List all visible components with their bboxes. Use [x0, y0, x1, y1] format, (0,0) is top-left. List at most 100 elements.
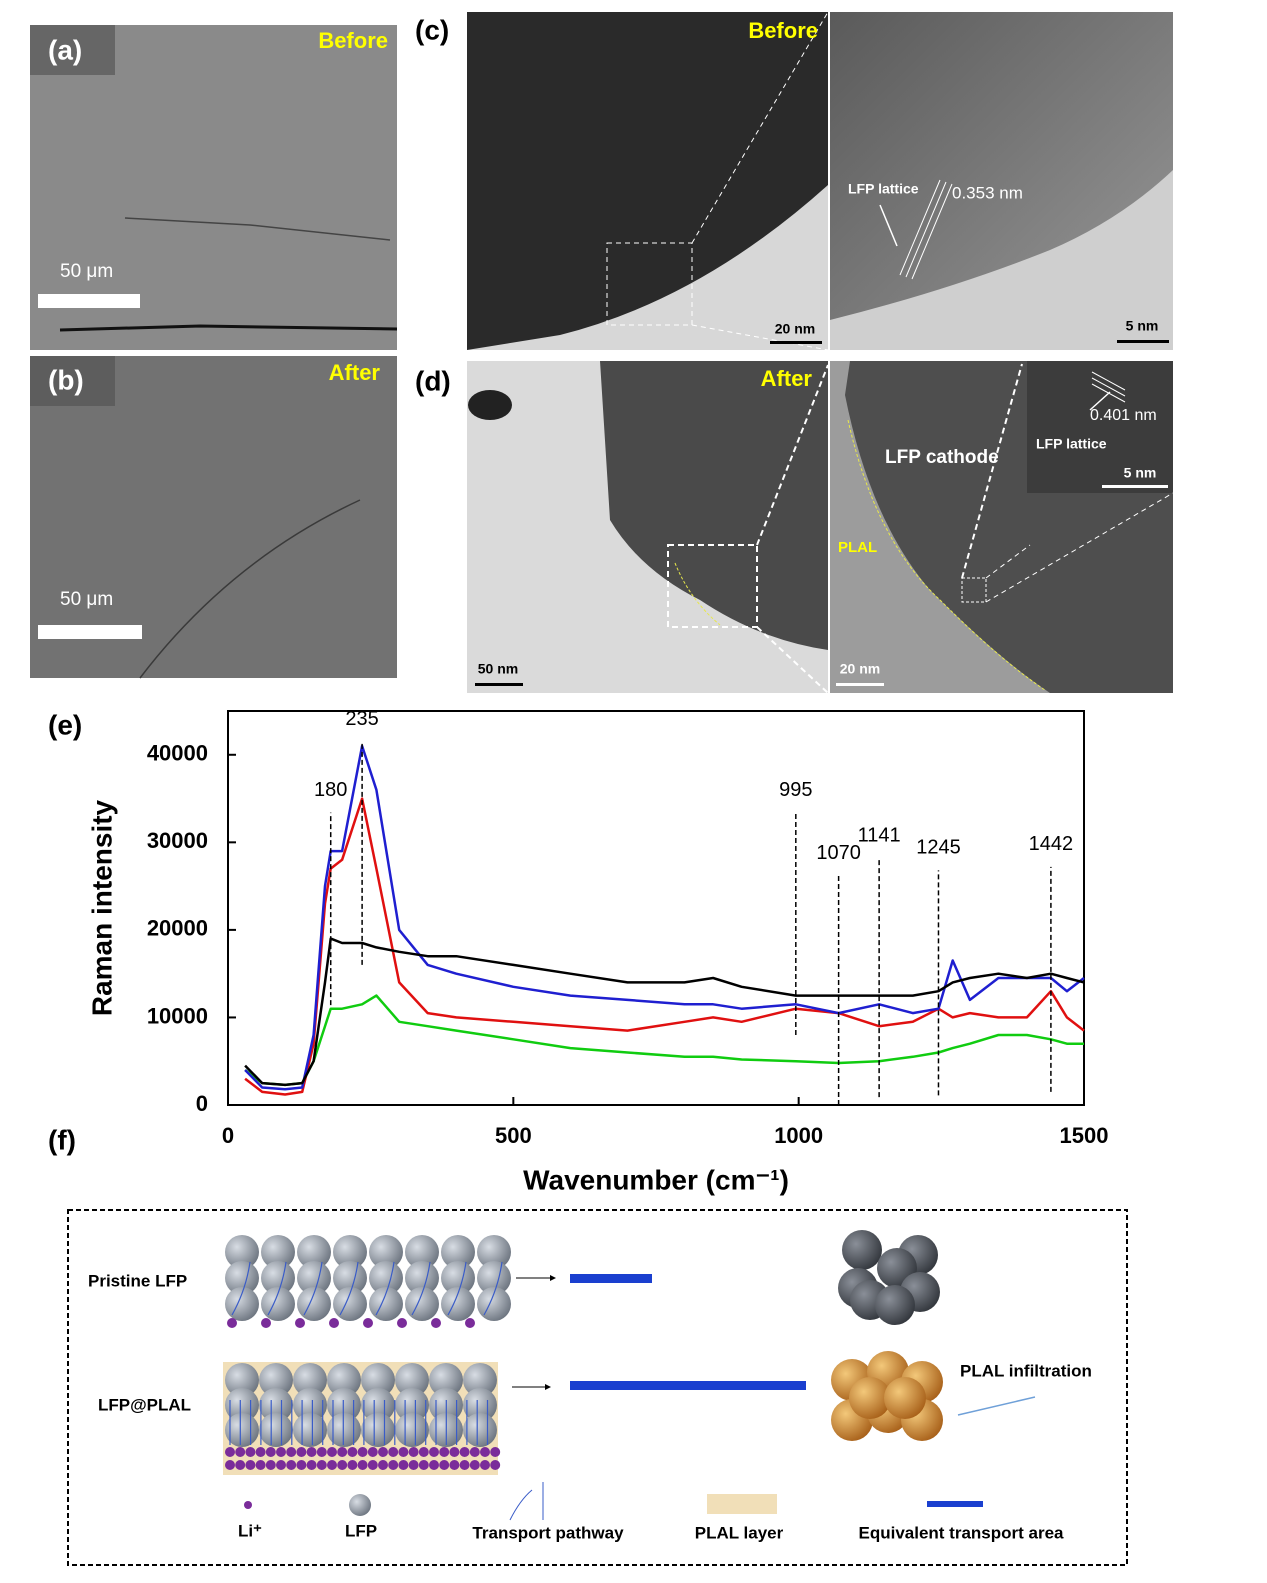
- li-ion: [490, 1447, 501, 1457]
- li-ion: [459, 1447, 470, 1457]
- scale-bar: [475, 683, 523, 686]
- spectrum-line: [244, 994, 1084, 1087]
- pathway: [483, 1261, 503, 1316]
- particle: [441, 1235, 475, 1269]
- panel-label: (b): [48, 364, 84, 395]
- particle: [600, 361, 828, 650]
- li-ion: [235, 1447, 246, 1457]
- y-tick-label: 30000: [147, 828, 208, 853]
- row-label: Pristine LFP: [88, 1271, 187, 1290]
- panel-tag: After: [329, 360, 381, 385]
- li-ion: [296, 1460, 307, 1470]
- particle: [875, 1285, 915, 1325]
- li-ion: [480, 1447, 490, 1457]
- peak-label: 1070: [816, 842, 861, 864]
- li-ion: [469, 1460, 480, 1470]
- particle: [842, 1230, 882, 1270]
- particle: [361, 1388, 395, 1422]
- pathway: [447, 1261, 467, 1316]
- zoom-line: [961, 363, 1023, 579]
- li-ion: [459, 1460, 470, 1470]
- li-ion: [490, 1460, 501, 1470]
- particle: [293, 1363, 327, 1397]
- particle: [395, 1363, 429, 1397]
- li-ion: [378, 1460, 388, 1470]
- li-ion: [225, 1447, 235, 1457]
- li-ion: [255, 1460, 266, 1470]
- li-ion: [465, 1318, 475, 1328]
- scale-bar: [836, 683, 884, 686]
- particle: [369, 1235, 403, 1269]
- sem-image: [30, 356, 397, 678]
- li-ion: [227, 1318, 237, 1328]
- li-ion: [286, 1447, 297, 1457]
- panel-label: (d): [415, 365, 451, 396]
- li-ion: [245, 1447, 256, 1457]
- transport-bar: [570, 1381, 806, 1390]
- legend-label: Equivalent transport area: [858, 1523, 1064, 1542]
- pathway: [267, 1261, 287, 1316]
- zoom-line: [756, 626, 829, 694]
- scale-bar: [1117, 340, 1169, 343]
- li-ion: [388, 1447, 399, 1457]
- spectrum-line: [244, 744, 1085, 1091]
- li-ion: [408, 1460, 419, 1470]
- li-ion: [367, 1460, 378, 1470]
- annotation: LFP cathode: [885, 447, 999, 468]
- zoom-line: [985, 492, 1174, 603]
- particle: [225, 1363, 259, 1397]
- transport-bar: [570, 1274, 652, 1283]
- panel-tag: Before: [318, 28, 388, 53]
- arrow: [1089, 391, 1111, 411]
- particle: [477, 1261, 511, 1295]
- li-ion: [327, 1460, 337, 1470]
- legend-label: PLAL layer: [695, 1523, 784, 1542]
- particle: [463, 1413, 497, 1447]
- plot-frame: [227, 710, 1085, 1106]
- peak-label: 1141: [858, 824, 901, 846]
- particle: [333, 1261, 367, 1295]
- callout: PLAL infiltration: [960, 1361, 1092, 1380]
- plal-outline: [674, 562, 721, 626]
- li-ion: [261, 1318, 271, 1328]
- pathway: [339, 1261, 359, 1316]
- li-ion: [337, 1447, 348, 1457]
- zoom-box: [667, 544, 758, 628]
- particle: [225, 1235, 259, 1269]
- panel-tag: Before: [748, 18, 818, 43]
- y-axis-label: Raman intensity: [86, 799, 117, 1016]
- li-ion: [316, 1447, 327, 1457]
- li-ion: [337, 1460, 348, 1470]
- li-ion: [408, 1447, 419, 1457]
- particle: [405, 1235, 439, 1269]
- li-ion: [235, 1460, 246, 1470]
- particle: [259, 1363, 293, 1397]
- li-ion: [398, 1460, 409, 1470]
- li-ion: [255, 1447, 266, 1457]
- li-ion: [357, 1460, 368, 1470]
- y-tick-label: 40000: [147, 741, 208, 766]
- li-ion: [363, 1318, 373, 1328]
- diagram-frame: [67, 1209, 1128, 1566]
- plal-outline: [847, 419, 1046, 691]
- li-ion: [306, 1460, 317, 1470]
- scale-bar: [1102, 485, 1168, 488]
- panel-tag: After: [761, 366, 813, 391]
- li-ion: [388, 1460, 399, 1470]
- row-label: LFP@PLAL: [98, 1395, 191, 1414]
- li-ion: [296, 1447, 307, 1457]
- label-box: [30, 356, 115, 406]
- scale-label: 5 nm: [1124, 465, 1157, 481]
- li-ion: [418, 1460, 429, 1470]
- particle: [463, 1388, 497, 1422]
- zoom-line: [985, 544, 1031, 579]
- arrow-head: [550, 1275, 556, 1281]
- spectrum-line: [244, 937, 1085, 1087]
- particle: [441, 1261, 475, 1295]
- legend-label: Li⁺: [238, 1521, 262, 1540]
- particle: [259, 1413, 293, 1447]
- li-ion: [429, 1460, 439, 1470]
- panel-label: (c): [415, 14, 449, 45]
- li-ion: [439, 1447, 450, 1457]
- particle: [327, 1363, 361, 1397]
